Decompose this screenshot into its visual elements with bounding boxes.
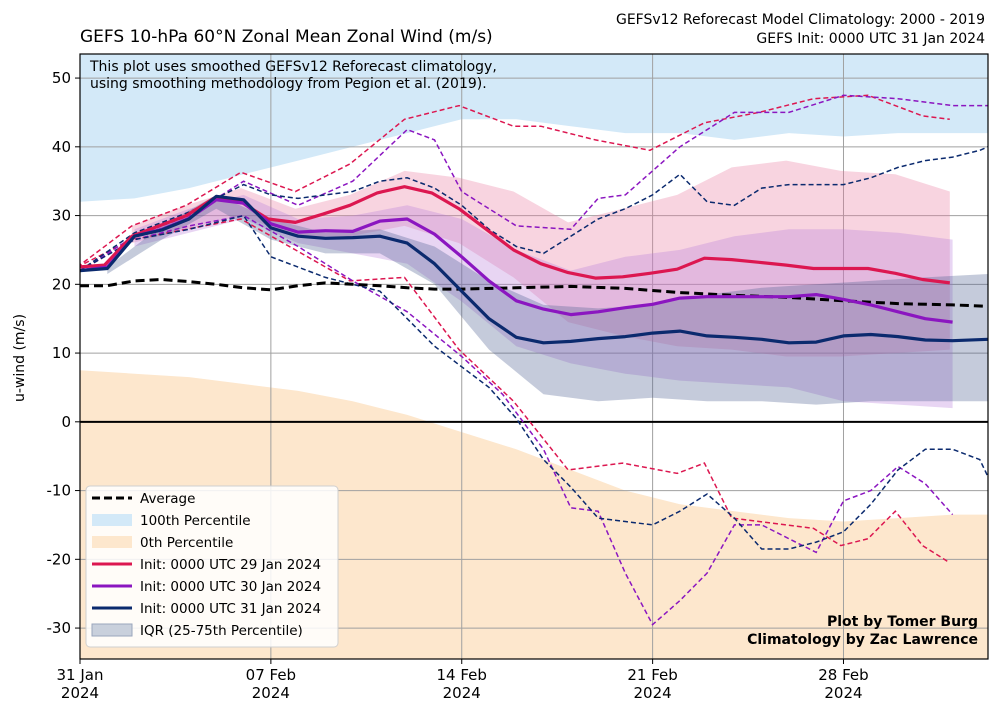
median-line-2 — [80, 198, 953, 324]
y-tick-label: 20 — [52, 275, 71, 293]
legend-label: Init: 0000 UTC 30 Jan 2024 — [140, 579, 321, 595]
iqr-band-3 — [107, 194, 988, 405]
chart-subtitle-line-1: GEFSv12 Reforecast Model Climatology: 20… — [616, 12, 985, 28]
plot-frame — [79, 53, 989, 660]
average-line — [80, 277, 988, 308]
legend-box — [85, 485, 339, 648]
x-tick-label-year: 2024 — [443, 684, 481, 702]
legend-label: Init: 0000 UTC 31 Jan 2024 — [140, 601, 321, 617]
legend-swatch — [92, 514, 132, 526]
legend-label: Average — [140, 491, 195, 507]
x-tick-label: 14 Feb — [437, 666, 487, 684]
y-tick-label: 40 — [52, 138, 71, 156]
median-line-3 — [80, 194, 988, 345]
legend-label: IQR (25-75th Percentile) — [140, 623, 303, 639]
x-tick-label-year: 2024 — [252, 684, 290, 702]
chart-title: GEFS 10-hPa 60°N Zonal Mean Zonal Wind (… — [80, 27, 493, 47]
y-tick-label: 30 — [52, 207, 71, 225]
x-tick-label: 28 Feb — [818, 666, 868, 684]
note-line-1: This plot uses smoothed GEFSv12 Reforeca… — [89, 59, 497, 75]
median-lines — [80, 185, 988, 345]
x-tick-label-year: 2024 — [634, 684, 672, 702]
legend-label: 0th Percentile — [140, 535, 233, 551]
y-tick-label: 50 — [52, 69, 71, 87]
min-line-1 — [80, 218, 951, 564]
x-tick-label-year: 2024 — [61, 684, 99, 702]
credit-climatology: Climatology by Zac Lawrence — [747, 632, 978, 648]
iqr-band-2 — [134, 194, 953, 409]
y-tick-label: 10 — [52, 344, 71, 362]
y-tick-label: 0 — [61, 413, 71, 431]
legend-swatch — [91, 623, 133, 637]
credit-plot: Plot by Tomer Burg — [827, 614, 978, 630]
percentile-100-band — [80, 54, 988, 202]
spread-lines — [80, 94, 988, 626]
chart-subtitle-line-2: GEFS Init: 0000 UTC 31 Jan 2024 — [756, 31, 985, 47]
max-line-3 — [80, 146, 988, 272]
note-line-2: using smoothing methodology from Pegion … — [90, 76, 487, 92]
max-line-2 — [80, 94, 988, 272]
iqr-bands — [107, 160, 988, 409]
x-tick-label: 31 Jan — [57, 666, 104, 684]
max-line-1 — [80, 94, 950, 266]
x-tick-label: 21 Feb — [627, 666, 677, 684]
legend-label: Init: 0000 UTC 29 Jan 2024 — [140, 557, 321, 573]
legend-swatch — [92, 536, 132, 548]
y-axis-label: u-wind (m/s) — [12, 314, 28, 402]
min-line-3 — [80, 214, 988, 550]
x-tick-label: 07 Feb — [246, 666, 296, 684]
y-tick-label: -10 — [47, 482, 72, 500]
y-axis: -30 -20 -10 0 10 20 30 40 50 — [47, 69, 80, 637]
legend-label: 100th Percentile — [140, 513, 251, 529]
x-tick-label-year: 2024 — [824, 684, 862, 702]
y-tick-label: -30 — [47, 619, 72, 637]
legend: Average 100th Percentile 0th Percentile Ini… — [85, 485, 339, 648]
y-tick-label: -20 — [47, 550, 72, 568]
